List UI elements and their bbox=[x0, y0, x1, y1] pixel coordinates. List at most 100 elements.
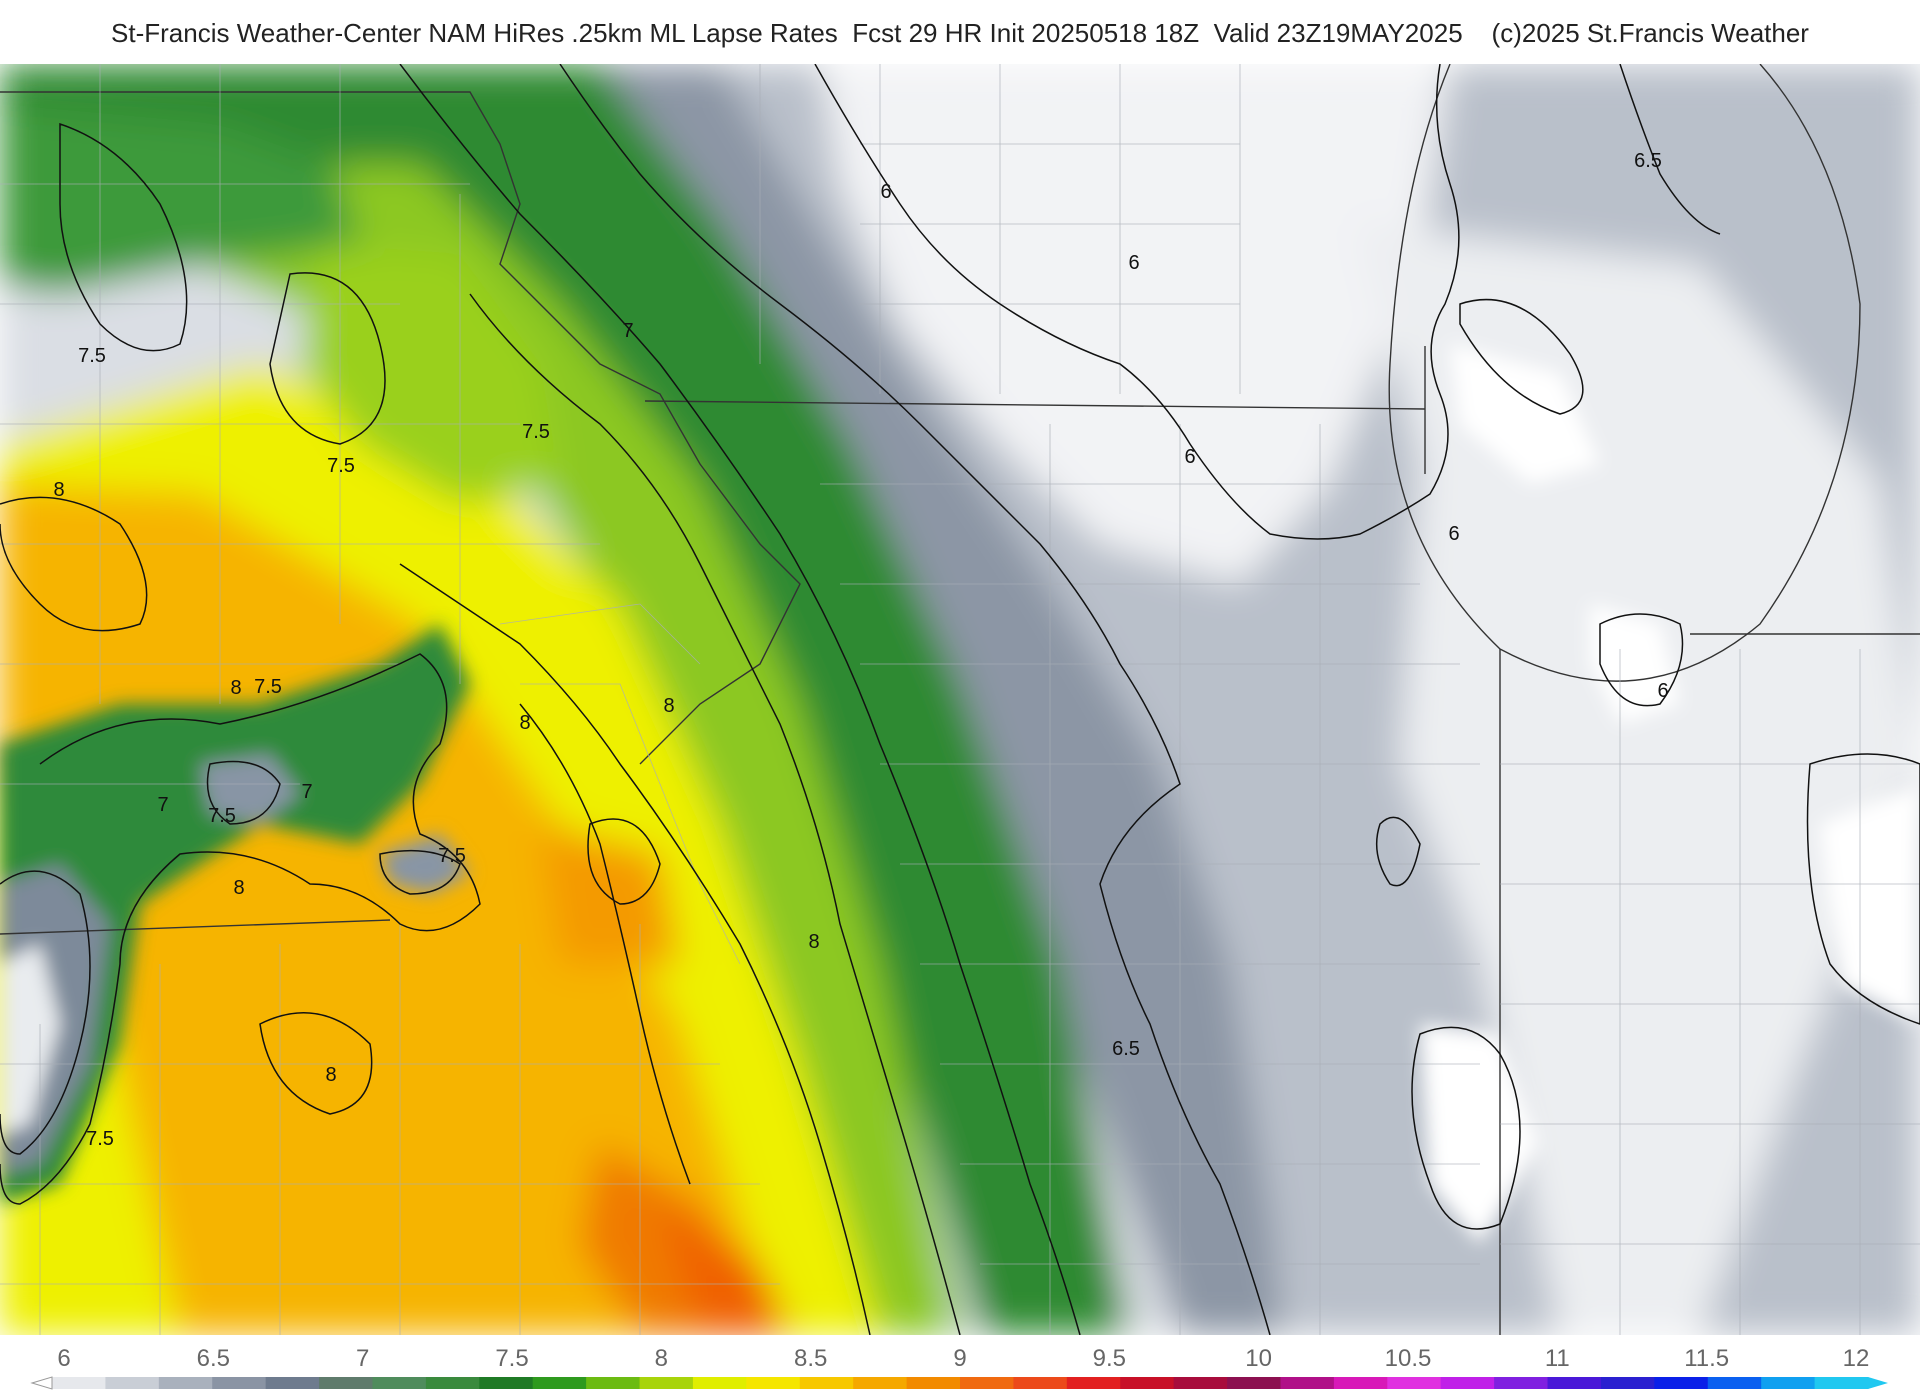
colorbar-swatch bbox=[1761, 1377, 1816, 1389]
colorbar-swatch bbox=[1547, 1377, 1602, 1389]
colorbar-swatch bbox=[1387, 1377, 1442, 1389]
colorbar-swatch bbox=[105, 1377, 160, 1389]
contour-line-6 bbox=[1375, 816, 1421, 887]
colorbar-tick-label: 10.5 bbox=[1384, 1345, 1432, 1372]
state-border-line bbox=[644, 400, 1426, 410]
colorbar-swatch bbox=[1494, 1377, 1549, 1389]
contour-label: 8 bbox=[808, 931, 819, 953]
contour-label: 6 bbox=[880, 181, 891, 203]
colorbar-swatch bbox=[1654, 1377, 1709, 1389]
field-band-65-dark bbox=[470, 64, 1290, 1335]
contour-line-75 bbox=[59, 122, 188, 352]
field-band-85 bbox=[0, 484, 780, 1335]
colorbar-swatch bbox=[212, 1377, 267, 1389]
colorbar-swatch bbox=[1600, 1377, 1655, 1389]
colorbar-swatch bbox=[425, 1377, 480, 1389]
colorbar-swatch bbox=[532, 1377, 587, 1389]
colorbar-tick-label: 8.5 bbox=[793, 1345, 828, 1372]
contour-label: 7.5 bbox=[327, 455, 355, 477]
contour-line-75 bbox=[0, 653, 481, 1205]
colorbar-swatch bbox=[1227, 1377, 1281, 1389]
colorbar-min-arrow bbox=[30, 1376, 53, 1390]
colorbar-tick-label: 10 bbox=[1245, 1345, 1273, 1372]
colorbar-swatch bbox=[372, 1377, 427, 1389]
colorbar-swatch bbox=[1280, 1377, 1335, 1389]
colorbar-swatch bbox=[746, 1377, 801, 1389]
state-border-curve bbox=[1499, 64, 1861, 682]
mountain-band-gray-2 bbox=[200, 754, 300, 824]
contour-label: 7 bbox=[301, 781, 312, 803]
contour-line-8 bbox=[259, 1012, 373, 1115]
contour-label: 8 bbox=[233, 877, 244, 899]
colorbar-swatch bbox=[1013, 1377, 1068, 1389]
colorbar-swatch bbox=[1173, 1377, 1228, 1389]
colorbar-swatch bbox=[265, 1377, 320, 1389]
contour-label: 7.5 bbox=[78, 345, 106, 367]
contour-line-7 bbox=[399, 64, 1081, 1335]
field-band-85-core bbox=[540, 824, 680, 964]
colorbar-tick-label: 11 bbox=[1544, 1345, 1570, 1372]
colorbar-tick-label: 6.5 bbox=[196, 1345, 231, 1372]
contour-line-7 bbox=[379, 849, 461, 895]
colorbar-tick-label: 11.5 bbox=[1684, 1345, 1730, 1372]
colorbar-swatch bbox=[52, 1377, 106, 1389]
colorbar-swatch bbox=[1440, 1377, 1495, 1389]
colorbar-legend: 6 6.5 7 7.5 8 8.5 9 9.5 10 10.5 11 11.5 12 bbox=[0, 1335, 1920, 1400]
colorbar-swatch bbox=[158, 1377, 213, 1389]
field-band-6 bbox=[820, 64, 1450, 584]
colorbar-swatch bbox=[853, 1377, 908, 1389]
contour-line-75 bbox=[269, 272, 386, 445]
colorbar-tick-label: 7.5 bbox=[495, 1345, 529, 1372]
contour-line-6 bbox=[814, 64, 1460, 540]
plains-patch-white-3 bbox=[1820, 784, 1920, 1024]
colorbar-swatch bbox=[319, 1377, 373, 1389]
contour-line-7 bbox=[0, 870, 91, 1155]
colorbar-swatch bbox=[960, 1377, 1014, 1389]
field-band-6-right bbox=[1360, 224, 1920, 1335]
contour-line-8 bbox=[519, 703, 691, 1185]
contour-line-65 bbox=[1619, 64, 1721, 235]
contour-label: 8 bbox=[325, 1064, 336, 1086]
colorbar-swatch bbox=[1707, 1377, 1762, 1389]
colorbar-tick-label: 9.5 bbox=[1092, 1345, 1127, 1372]
state-border-curve bbox=[1388, 64, 1501, 650]
field-band-7-north bbox=[0, 104, 360, 294]
plains-patch-white-2 bbox=[1420, 1024, 1540, 1244]
contour-line-6 bbox=[1806, 753, 1920, 1025]
map-title: St-Francis Weather-Center NAM HiRes .25k… bbox=[111, 18, 1809, 48]
contour-label: 8 bbox=[663, 695, 674, 717]
contour-label: 7.5 bbox=[438, 845, 466, 867]
colorbar-swatch bbox=[479, 1377, 534, 1389]
county-lines bbox=[0, 64, 1920, 1335]
contour-line-8 bbox=[399, 563, 871, 1335]
plains-patch-white bbox=[1450, 344, 1600, 484]
colorbar-swatch bbox=[1814, 1377, 1869, 1389]
state-border-line bbox=[0, 919, 391, 935]
contour-label: 7.5 bbox=[522, 421, 550, 443]
colorbar-swatch bbox=[692, 1377, 747, 1389]
colorbar-tick-label: 7 bbox=[355, 1345, 370, 1372]
colorbar-tick-label: 6 bbox=[57, 1345, 71, 1372]
colorbar-tick-label: 9 bbox=[953, 1345, 967, 1372]
colorbar-max-arrow bbox=[1868, 1377, 1888, 1389]
contour-label: 7 bbox=[157, 794, 168, 816]
lapse-rate-map: 6 6 6 6 6 6.5 6.5 7 7 7 7.5 7.5 7.5 7.5 7.5 7.5 7.5 8 8 8 8 8… bbox=[0, 64, 1920, 1335]
colorbar-swatch bbox=[586, 1377, 641, 1389]
contour-label: 6 bbox=[1657, 680, 1668, 702]
colorbar-swatch bbox=[1066, 1377, 1121, 1389]
contour-label-layer: 6 6 6 6 6 6.5 6.5 7 7 7 7.5 7.5 7.5 7.5 7.5 7.5 7.5 8 8 8 8 8… bbox=[53, 150, 1668, 1150]
colorbar-swatch bbox=[639, 1377, 694, 1389]
colorbar-swatch bbox=[906, 1377, 961, 1389]
colorbar-swatch bbox=[799, 1377, 854, 1389]
contour-label: 8 bbox=[230, 677, 241, 699]
contour-label: 6 bbox=[1184, 446, 1195, 468]
field-band-9-core bbox=[660, 1204, 790, 1335]
contour-label: 7.5 bbox=[254, 676, 282, 698]
contour-label: 6.5 bbox=[1112, 1038, 1140, 1060]
contour-line-6 bbox=[1459, 298, 1584, 415]
colorbar-swatch bbox=[1333, 1377, 1388, 1389]
contour-line-7 bbox=[206, 760, 281, 825]
contour-lines bbox=[0, 64, 1920, 1335]
contour-line-75 bbox=[469, 293, 961, 1335]
contour-line-65 bbox=[559, 64, 1271, 1335]
